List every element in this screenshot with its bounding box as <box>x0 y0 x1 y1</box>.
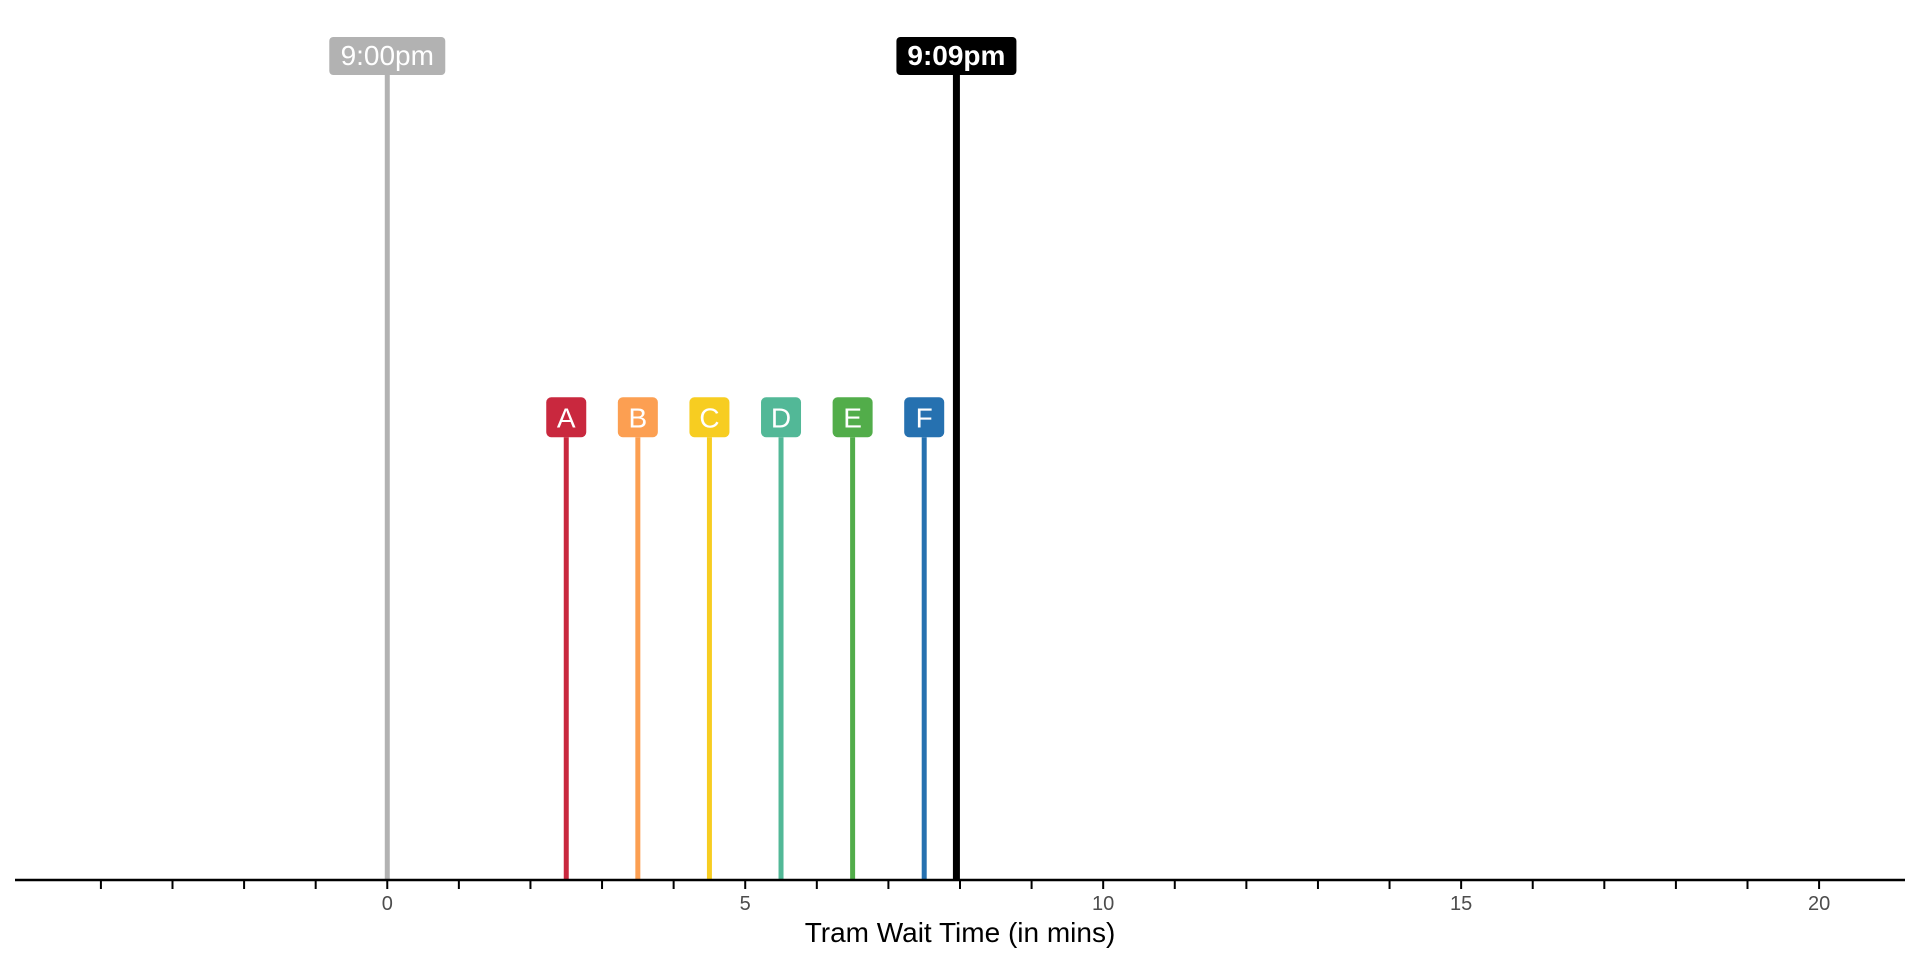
tram-label: C <box>699 402 719 433</box>
x-axis-title: Tram Wait Time (in mins) <box>805 917 1116 948</box>
lines-layer <box>384 75 960 880</box>
x-tick-label: 5 <box>740 893 751 915</box>
x-tick-label: 0 <box>382 893 393 915</box>
tram-label-box <box>904 397 945 438</box>
labels-layer: 9:00pm 9:09pm A B C D E F <box>329 37 1017 438</box>
tram-label: A <box>557 402 576 433</box>
x-tick-label: 20 <box>1808 893 1830 915</box>
tram-label-box <box>617 397 658 438</box>
tram-label: F <box>916 402 933 433</box>
tram-label: E <box>843 402 862 433</box>
tram-label: B <box>628 402 647 433</box>
tram-label-box <box>832 397 873 438</box>
tram-label: D <box>771 402 791 433</box>
tram-label-box <box>546 397 587 438</box>
x-tick-label: 15 <box>1450 893 1472 915</box>
time-label: 9:09pm <box>907 40 1005 71</box>
tram-label-box <box>761 397 802 438</box>
x-tick-label: 10 <box>1092 893 1114 915</box>
time-label-box <box>896 37 1017 75</box>
tram-label-box <box>689 397 730 438</box>
time-label-box <box>329 37 446 75</box>
time-label: 9:00pm <box>341 40 434 71</box>
x-axis: 0 5 10 15 20 <box>15 878 1905 915</box>
